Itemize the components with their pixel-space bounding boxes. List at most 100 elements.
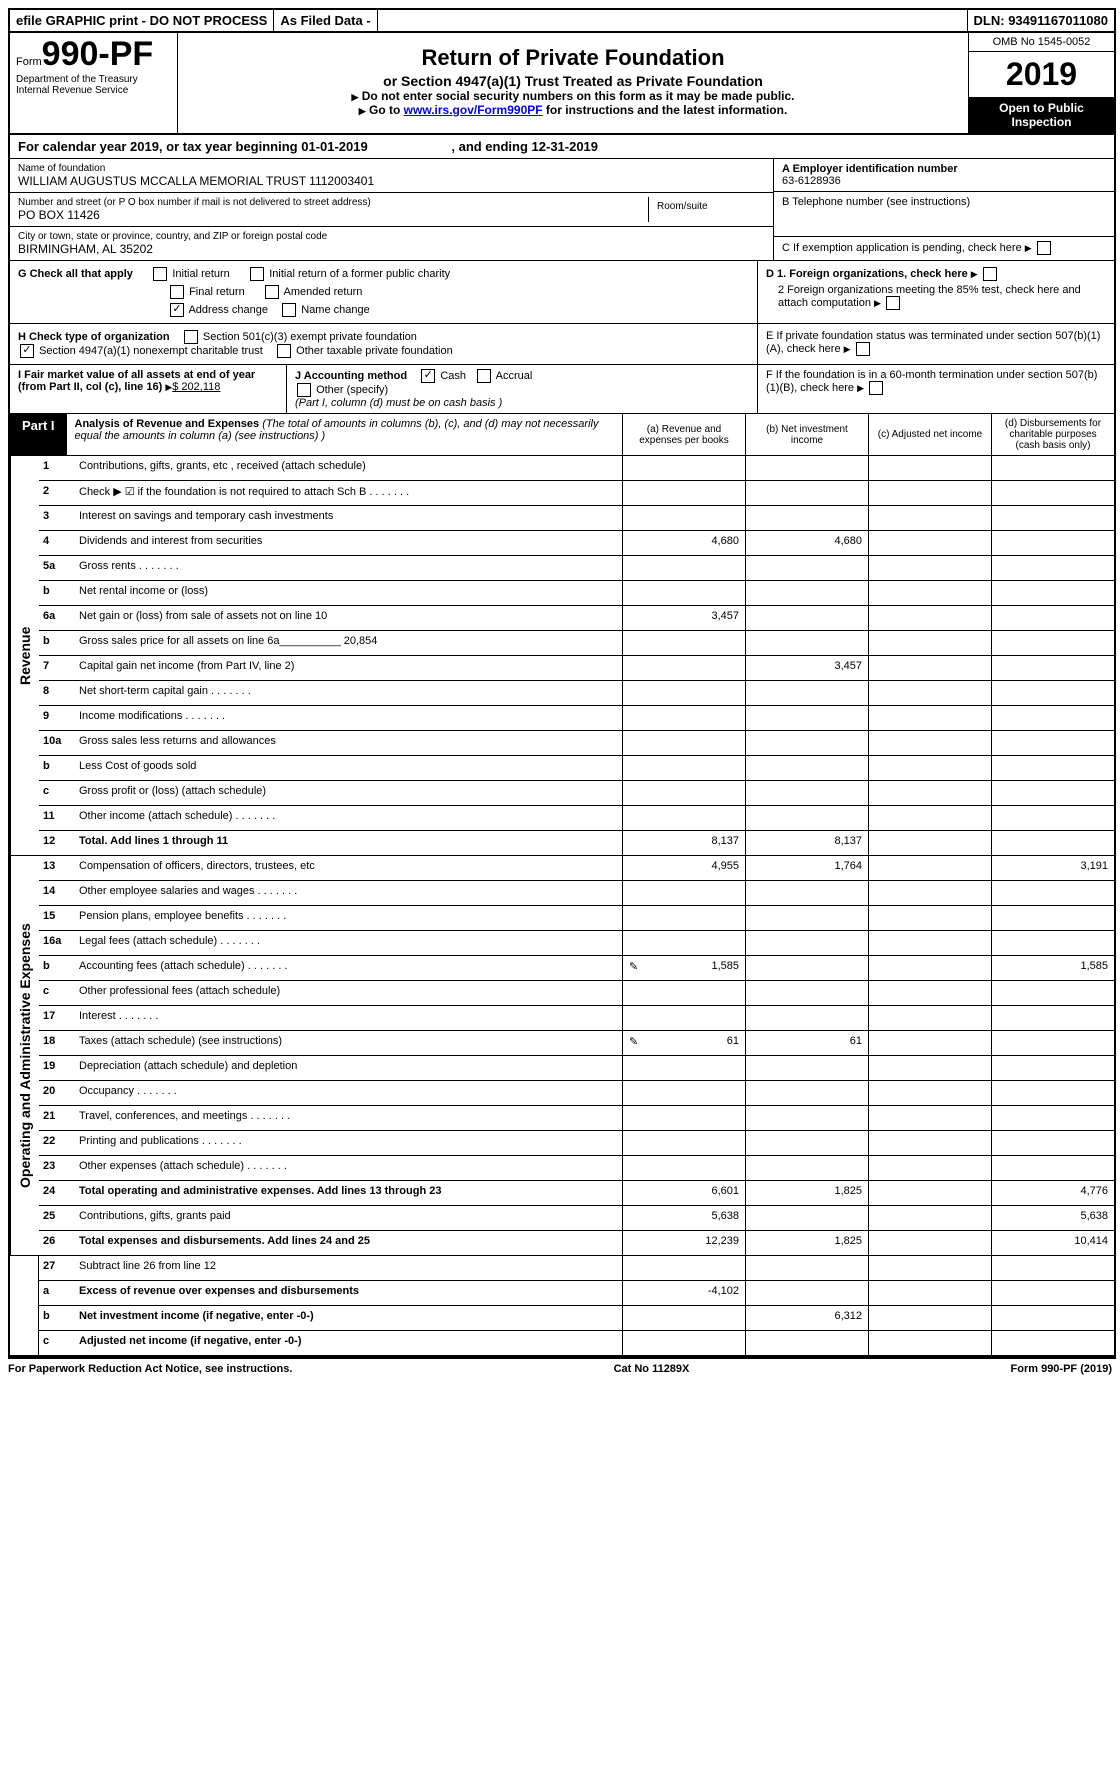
name-label: Name of foundation <box>18 163 765 174</box>
row-number: 6a <box>39 606 79 630</box>
row-value <box>745 706 868 730</box>
s4947-checkbox[interactable] <box>20 344 34 358</box>
row-value <box>622 1156 745 1180</box>
note2: Go to <box>369 103 404 117</box>
row-description: Check ▶ ☑ if the foundation is not requi… <box>79 481 622 505</box>
table-row: bAccounting fees (attach schedule) . . .… <box>39 956 1114 981</box>
row-value <box>991 1156 1114 1180</box>
table-row: 2Check ▶ ☑ if the foundation is not requ… <box>39 481 1114 506</box>
open-inspection: Open to Public Inspection <box>969 97 1114 133</box>
row-value <box>991 1256 1114 1280</box>
row-value <box>868 706 991 730</box>
d2-checkbox[interactable] <box>886 296 900 310</box>
row-value <box>868 1256 991 1280</box>
arrow-icon <box>359 103 366 117</box>
row-description: Gross sales less returns and allowances <box>79 731 622 755</box>
row-number: 19 <box>39 1056 79 1080</box>
amended-return-checkbox[interactable] <box>265 285 279 299</box>
row-description: Net rental income or (loss) <box>79 581 622 605</box>
name-change-checkbox[interactable] <box>282 303 296 317</box>
row-value <box>622 506 745 530</box>
form-number: 990-PF <box>42 35 154 73</box>
row-value <box>991 781 1114 805</box>
address-change-checkbox[interactable] <box>170 303 184 317</box>
row-value <box>991 1006 1114 1030</box>
table-row: 25Contributions, gifts, grants paid5,638… <box>39 1206 1114 1231</box>
row-value <box>745 506 868 530</box>
row-value <box>868 531 991 555</box>
other-taxable-checkbox[interactable] <box>277 344 291 358</box>
g-address: Address change <box>188 304 268 316</box>
row-value <box>622 1006 745 1030</box>
cash-checkbox[interactable] <box>421 369 435 383</box>
row-description: Taxes (attach schedule) (see instruction… <box>79 1031 622 1055</box>
row-value <box>868 856 991 880</box>
table-row: 21Travel, conferences, and meetings . . … <box>39 1106 1114 1131</box>
row-value <box>622 1331 745 1355</box>
part1-title: Analysis of Revenue and Expenses <box>75 418 260 430</box>
row-description: Other professional fees (attach schedule… <box>79 981 622 1005</box>
initial-return-checkbox[interactable] <box>153 267 167 281</box>
row-description: Contributions, gifts, grants, etc , rece… <box>79 456 622 480</box>
row-value <box>991 456 1114 480</box>
initial-former-checkbox[interactable] <box>250 267 264 281</box>
row-value <box>991 1106 1114 1130</box>
note3: for instructions and the latest informat… <box>543 103 788 117</box>
row-number: 12 <box>39 831 79 855</box>
row-description: Net investment income (if negative, ente… <box>79 1306 622 1330</box>
row-value <box>622 1106 745 1130</box>
row-value <box>991 1031 1114 1055</box>
row-value <box>745 1256 868 1280</box>
row-value: 1,585 <box>622 956 745 980</box>
footer-right: Form 990-PF (2019) <box>1011 1363 1112 1375</box>
row-number: 2 <box>39 481 79 505</box>
row-value <box>991 1331 1114 1355</box>
row-value <box>622 881 745 905</box>
row-value: 6,312 <box>745 1306 868 1330</box>
irs-link[interactable]: www.irs.gov/Form990PF <box>404 103 543 117</box>
row-number: b <box>39 756 79 780</box>
i-value: $ 202,118 <box>172 381 220 393</box>
row-value <box>622 1256 745 1280</box>
row-value <box>991 556 1114 580</box>
row-number: b <box>39 1306 79 1330</box>
row-value <box>745 1081 868 1105</box>
table-row: 20Occupancy . . . . . . . <box>39 1081 1114 1106</box>
row-value: 8,137 <box>745 831 868 855</box>
s501-checkbox[interactable] <box>184 330 198 344</box>
h-4947: Section 4947(a)(1) nonexempt charitable … <box>39 345 263 357</box>
row-value: 1,825 <box>745 1231 868 1255</box>
d1-checkbox[interactable] <box>983 267 997 281</box>
header-left: Form990-PF Department of the Treasury In… <box>10 33 178 133</box>
form-container: efile GRAPHIC print - DO NOT PROCESS As … <box>8 8 1116 1359</box>
row-value <box>991 981 1114 1005</box>
e-checkbox[interactable] <box>856 342 870 356</box>
row-value <box>745 1056 868 1080</box>
table-row: bNet rental income or (loss) <box>39 581 1114 606</box>
row-value <box>868 1306 991 1330</box>
accrual-checkbox[interactable] <box>477 369 491 383</box>
header-right: OMB No 1545-0052 2019 Open to Public Ins… <box>968 33 1114 133</box>
row-value <box>868 981 991 1005</box>
c-checkbox[interactable] <box>1037 241 1051 255</box>
row-number: 20 <box>39 1081 79 1105</box>
h-label: H Check type of organization <box>18 331 170 343</box>
row-value <box>991 1131 1114 1155</box>
row-value <box>745 781 868 805</box>
dln: DLN: 93491167011080 <box>968 10 1114 31</box>
other-method-checkbox[interactable] <box>297 383 311 397</box>
row-value <box>622 1306 745 1330</box>
row-value <box>622 556 745 580</box>
table-row: 17Interest . . . . . . . <box>39 1006 1114 1031</box>
f-checkbox[interactable] <box>869 381 883 395</box>
row-description: Travel, conferences, and meetings . . . … <box>79 1106 622 1130</box>
table-row: 12Total. Add lines 1 through 118,1378,13… <box>39 831 1114 855</box>
header-center: Return of Private Foundation or Section … <box>178 33 968 133</box>
row-description: Less Cost of goods sold <box>79 756 622 780</box>
row-number: 17 <box>39 1006 79 1030</box>
row-value <box>991 656 1114 680</box>
row-description: Interest . . . . . . . <box>79 1006 622 1030</box>
row-value: 3,457 <box>745 656 868 680</box>
final-return-checkbox[interactable] <box>170 285 184 299</box>
c-label: C If exemption application is pending, c… <box>782 242 1022 254</box>
